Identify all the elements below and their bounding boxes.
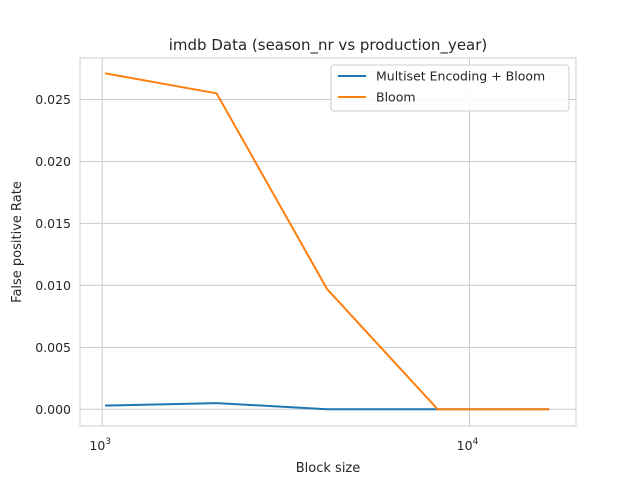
plot-area: [79, 57, 577, 427]
x-tick-exponent: 4: [473, 437, 479, 447]
y-tick-label: 0.010: [35, 278, 71, 293]
legend: Multiset Encoding + Bloom Bloom: [330, 64, 570, 112]
x-tick-base: 10: [89, 438, 105, 453]
y-tick-label: 0.015: [35, 216, 71, 231]
y-tick-label: 0.000: [35, 402, 71, 417]
x-tick-label: 103: [89, 437, 111, 453]
x-tick-exponent: 3: [105, 437, 111, 447]
x-axis-label: Block size: [296, 461, 361, 476]
x-tick-label: 104: [457, 437, 479, 453]
y-tick-label: 0.005: [35, 340, 71, 355]
legend-label-multiset-encoding-bloom: Multiset Encoding + Bloom: [376, 69, 545, 84]
y-axis-label: False positive Rate: [10, 181, 25, 303]
x-tick-labels: 103 104: [89, 437, 478, 453]
series-layer: [104, 72, 550, 411]
legend-box: [330, 64, 570, 112]
x-tick-base: 10: [457, 438, 473, 453]
y-tick-labels: 0.000 0.005 0.010 0.015 0.020 0.025: [35, 92, 71, 417]
grid-lines: [80, 58, 576, 426]
legend-label-bloom: Bloom: [376, 90, 416, 105]
y-tick-label: 0.020: [35, 154, 71, 169]
chart-title: imdb Data (season_nr vs production_year): [169, 36, 488, 55]
series-line-bloom: [104, 72, 550, 411]
y-tick-label: 0.025: [35, 92, 71, 107]
